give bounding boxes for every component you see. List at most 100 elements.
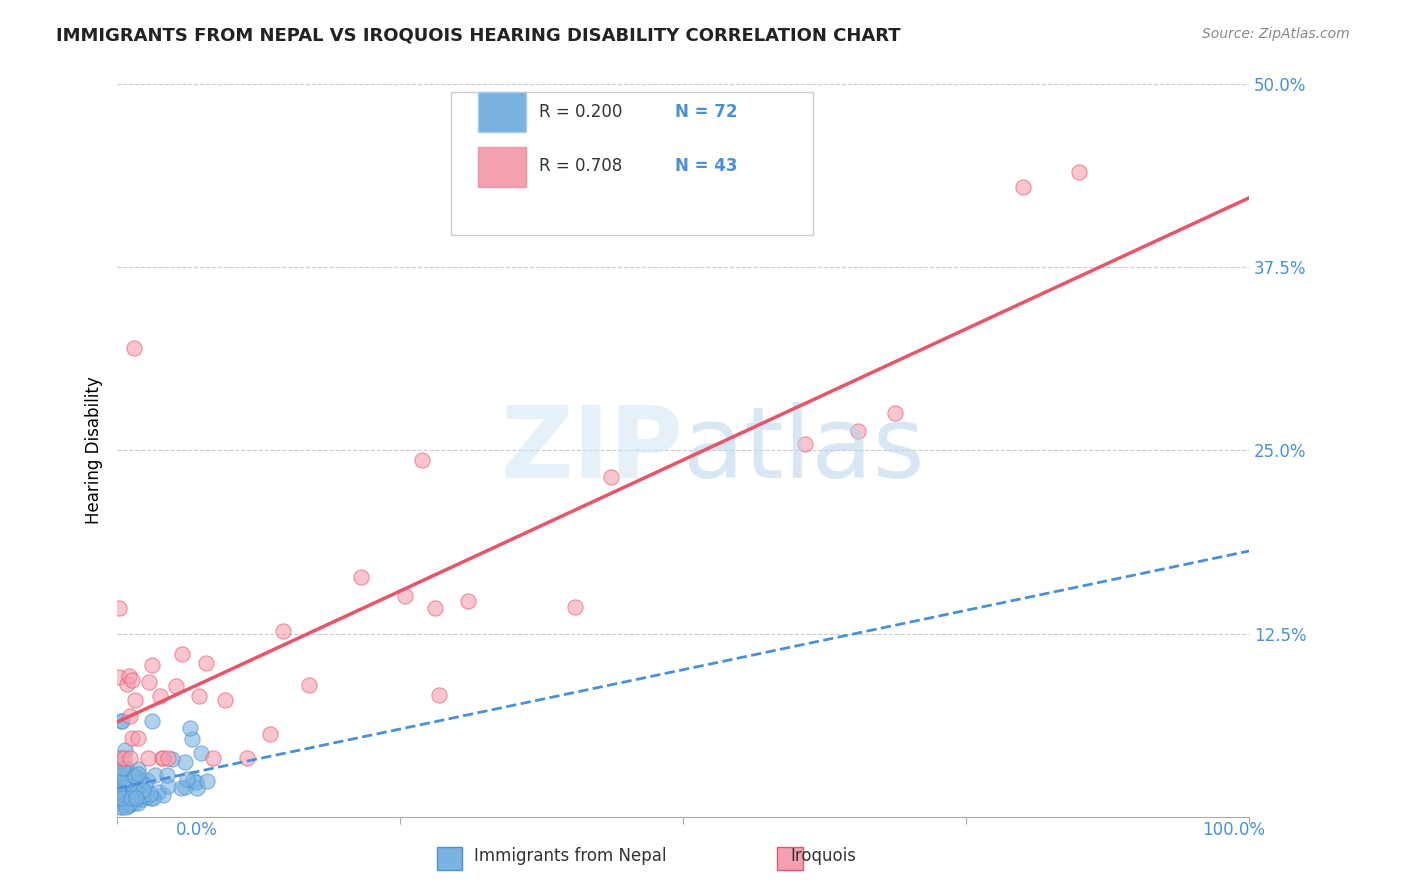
- Point: [298, 678, 321, 692]
- Bar: [778, 847, 803, 870]
- Point: [190, 746, 212, 760]
- Point: [107, 795, 129, 809]
- Point: [127, 731, 149, 746]
- Point: [194, 656, 217, 670]
- Point: [114, 742, 136, 756]
- Point: [110, 775, 132, 789]
- Point: [132, 782, 155, 797]
- Point: [176, 772, 198, 786]
- Point: [118, 669, 141, 683]
- Point: [110, 714, 132, 729]
- Point: [187, 689, 209, 703]
- Point: [457, 594, 479, 608]
- Point: [183, 773, 205, 788]
- Point: [107, 784, 129, 798]
- Point: [139, 787, 162, 801]
- Point: [149, 689, 172, 703]
- Point: [110, 787, 132, 801]
- Point: [157, 779, 180, 793]
- Point: [117, 788, 139, 802]
- Point: [114, 762, 136, 776]
- Bar: [478, 146, 526, 187]
- Point: [793, 437, 815, 451]
- Text: 0.0%: 0.0%: [176, 821, 218, 838]
- Point: [112, 751, 135, 765]
- Text: R = 0.708: R = 0.708: [540, 157, 623, 176]
- Point: [111, 794, 134, 808]
- Point: [136, 789, 159, 804]
- Point: [121, 731, 143, 745]
- Point: [195, 774, 218, 789]
- Point: [120, 786, 142, 800]
- Point: [846, 424, 869, 438]
- Point: [427, 688, 450, 702]
- Point: [179, 721, 201, 735]
- Point: [170, 781, 193, 796]
- Point: [127, 790, 149, 805]
- Point: [107, 760, 129, 774]
- Point: [172, 648, 194, 662]
- Point: [120, 790, 142, 805]
- Bar: [437, 847, 463, 870]
- Point: [110, 789, 132, 803]
- Point: [156, 751, 179, 765]
- Point: [118, 797, 141, 811]
- Point: [118, 709, 141, 723]
- Point: [174, 755, 197, 769]
- Text: atlas: atlas: [683, 402, 925, 499]
- Point: [152, 751, 174, 765]
- Point: [108, 755, 131, 769]
- Point: [349, 570, 371, 584]
- Point: [125, 785, 148, 799]
- Point: [122, 784, 145, 798]
- Point: [599, 470, 621, 484]
- Point: [214, 693, 236, 707]
- Point: [108, 800, 131, 814]
- FancyBboxPatch shape: [451, 92, 813, 235]
- Point: [127, 797, 149, 811]
- Point: [114, 778, 136, 792]
- Point: [142, 790, 165, 805]
- Point: [114, 774, 136, 789]
- Point: [201, 751, 224, 765]
- Point: [108, 670, 131, 684]
- Point: [141, 657, 163, 672]
- Point: [111, 714, 134, 729]
- Point: [138, 675, 160, 690]
- Point: [107, 784, 129, 798]
- Text: R = 0.200: R = 0.200: [540, 103, 623, 121]
- Point: [115, 677, 138, 691]
- Text: ZIP: ZIP: [501, 402, 683, 499]
- Point: [122, 787, 145, 801]
- Point: [118, 751, 141, 765]
- Point: [186, 775, 208, 789]
- Point: [136, 772, 159, 787]
- Point: [127, 773, 149, 788]
- Point: [131, 789, 153, 803]
- Text: Source: ZipAtlas.com: Source: ZipAtlas.com: [1202, 27, 1350, 41]
- Point: [259, 727, 281, 741]
- Point: [114, 761, 136, 775]
- Point: [160, 752, 183, 766]
- Point: [121, 673, 143, 687]
- Point: [128, 772, 150, 786]
- Text: Iroquois: Iroquois: [790, 847, 856, 865]
- Point: [107, 794, 129, 808]
- Point: [143, 768, 166, 782]
- Point: [132, 789, 155, 804]
- Point: [111, 800, 134, 814]
- Point: [122, 796, 145, 810]
- Point: [156, 768, 179, 782]
- Point: [111, 778, 134, 792]
- Point: [139, 791, 162, 805]
- Point: [124, 693, 146, 707]
- Point: [122, 341, 145, 355]
- Point: [127, 767, 149, 781]
- Point: [411, 452, 433, 467]
- Point: [236, 751, 259, 765]
- Point: [121, 769, 143, 783]
- Point: [186, 780, 208, 795]
- Point: [134, 778, 156, 792]
- Point: [124, 769, 146, 783]
- Point: [173, 780, 195, 794]
